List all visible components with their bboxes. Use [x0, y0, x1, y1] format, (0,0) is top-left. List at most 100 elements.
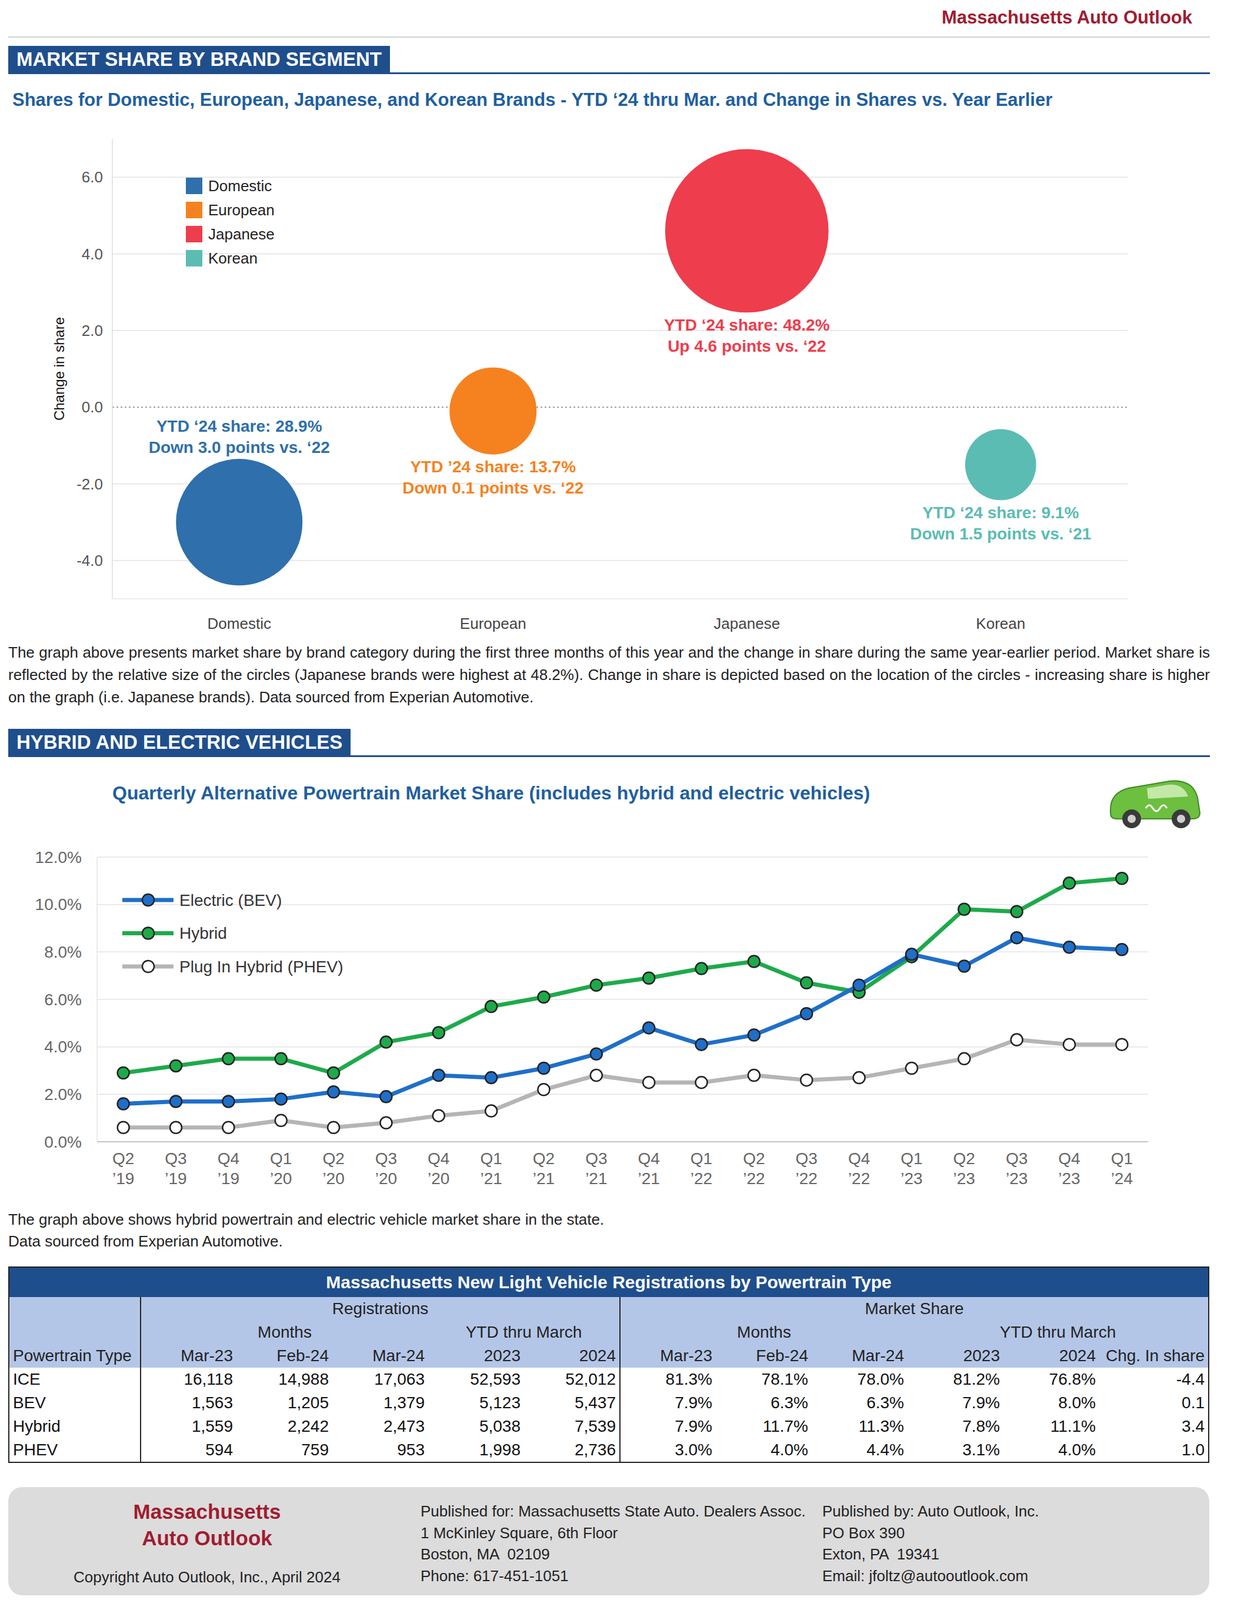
table-cell: 52,012: [524, 1367, 620, 1392]
x-tick-label-line: ’19: [112, 1169, 135, 1188]
car-hub: [1127, 814, 1136, 823]
table-cell: 8.0%: [1003, 1391, 1100, 1415]
header-rule: [8, 36, 1210, 38]
table-cell: ICE: [8, 1367, 141, 1392]
series-marker: [642, 1076, 655, 1089]
footer-line: Published for: Massachusetts State Auto.…: [420, 1502, 806, 1521]
x-tick-label: Q2’21: [532, 1149, 555, 1188]
caption: The graph above shows hybrid powertrain …: [8, 1208, 605, 1231]
table-cell: PHEV: [8, 1438, 141, 1463]
legend-marker: [142, 927, 155, 940]
x-tick-label: Q2’23: [953, 1149, 976, 1188]
x-tick-label-line: ’21: [585, 1169, 608, 1188]
table-cell: 11.1%: [1003, 1414, 1100, 1439]
section-heading-bar: HYBRID AND ELECTRIC VEHICLES: [8, 728, 1210, 757]
series-marker: [537, 1062, 550, 1075]
table-subgroup-row: MonthsYTD thru MarchMonthsYTD thru March: [8, 1320, 1209, 1344]
table-column-header: 2024: [524, 1343, 620, 1368]
footer-box: MassachusettsAuto OutlookCopyright Auto …: [8, 1486, 1210, 1596]
x-tick-label: Q3’21: [585, 1149, 608, 1188]
footer-line: Boston, MA 02109: [420, 1545, 550, 1564]
footer-brand: Massachusetts: [30, 1499, 384, 1524]
bubble-annotation: YTD ‘24 share: 9.1%: [922, 503, 1079, 522]
table-cell: BEV: [8, 1391, 141, 1415]
series-marker: [537, 991, 550, 1003]
series-marker: [537, 1083, 550, 1096]
table-cell: 2,242: [236, 1414, 333, 1439]
x-tick-label-line: ’21: [479, 1169, 502, 1188]
x-tick-label-line: Q2: [742, 1149, 765, 1168]
series-marker: [958, 1052, 970, 1065]
series-marker: [1115, 943, 1128, 956]
table-cell: -4.4: [1099, 1367, 1209, 1392]
table-cell: 78.1%: [715, 1367, 812, 1392]
footer-line: Published by: Auto Outlook, Inc.: [822, 1502, 1040, 1521]
table-cell: 11.3%: [811, 1414, 908, 1439]
table-subgroup-header: Months: [619, 1320, 908, 1344]
x-tick-label: Q4’21: [637, 1149, 660, 1188]
series-marker: [432, 1109, 445, 1122]
table-column-header: 2023: [907, 1343, 1004, 1368]
series-marker: [222, 1121, 235, 1134]
table-row: Hybrid1,5592,2422,4735,0387,5397.9%11.7%…: [8, 1414, 1209, 1439]
y-tick-label: 8.0%: [44, 942, 82, 962]
section-heading: HYBRID AND ELECTRIC VEHICLES: [8, 728, 351, 756]
x-tick-label: European: [459, 614, 527, 633]
table-cell: 52,593: [428, 1367, 525, 1392]
series-marker: [327, 1085, 340, 1098]
legend-label: Hybrid: [179, 924, 228, 943]
series-marker: [222, 1052, 235, 1065]
legend: Electric (BEV)HybridPlug In Hybrid (PHEV…: [122, 891, 344, 976]
y-axis-title: Change in share: [51, 317, 68, 421]
table-group-row: RegistrationsMarket Share: [8, 1296, 1209, 1321]
y-tick-label: 0.0%: [44, 1132, 82, 1152]
series-marker: [800, 1074, 813, 1086]
legend-swatch: [185, 225, 203, 243]
series-marker: [642, 1021, 655, 1034]
legend-label: Electric (BEV): [179, 891, 282, 910]
series-marker: [222, 1095, 235, 1107]
series-marker: [117, 1121, 130, 1134]
series-marker: [1063, 876, 1076, 889]
x-tick-label-line: Q3: [164, 1149, 187, 1168]
bubble-annotation: YTD ‘24 share: 28.9%: [156, 417, 323, 436]
series-marker: [748, 955, 760, 967]
table-column-header: 2023: [428, 1343, 525, 1368]
table-column-header: 2024: [1003, 1343, 1100, 1368]
footer-copyright: Copyright Auto Outlook, Inc., April 2024: [30, 1568, 384, 1587]
series-marker: [169, 1095, 182, 1107]
series-marker: [485, 1105, 498, 1117]
table-cell: 5,123: [428, 1391, 525, 1415]
series-marker: [853, 979, 866, 992]
car-hub: [1176, 814, 1186, 823]
x-tick-label-line: Q4: [848, 1149, 870, 1168]
x-axis-line: [97, 1141, 1149, 1143]
x-tick-label-line: ’24: [1111, 1169, 1133, 1188]
table-subgroup-header: YTD thru March: [907, 1320, 1209, 1344]
series-marker: [1011, 1034, 1023, 1046]
x-tick-label-line: Q3: [585, 1149, 608, 1168]
x-tick-label: Q1’20: [269, 1149, 292, 1188]
bubbles: [175, 149, 1036, 586]
y-axis-line: [111, 138, 113, 599]
footer-line: Phone: 617-451-1051: [420, 1566, 569, 1586]
legend-label: European: [208, 201, 275, 219]
table-column-header: Feb-24: [715, 1343, 812, 1368]
series-marker: [275, 1052, 288, 1065]
grid-line: [112, 329, 1128, 332]
table-cell: 1,205: [236, 1391, 333, 1415]
x-tick-label-line: ’20: [375, 1169, 398, 1188]
x-tick-label-line: ’21: [637, 1169, 660, 1188]
table-cell: 759: [236, 1438, 333, 1463]
legend-label: Korean: [208, 249, 258, 268]
x-tick-label: Q2’20: [322, 1149, 345, 1188]
x-tick-label: Q4’23: [1058, 1149, 1080, 1188]
table-column-header: Mar-24: [811, 1343, 908, 1368]
series-marker: [169, 1121, 182, 1134]
y-tick-label: 4.0%: [44, 1037, 82, 1056]
x-tick-label-line: ’23: [1058, 1169, 1080, 1188]
x-tick-label: Domestic: [207, 614, 272, 633]
x-tick-label-line: ’20: [269, 1169, 292, 1188]
line-series: [117, 872, 1129, 1134]
table-cell: 7.9%: [619, 1391, 716, 1415]
